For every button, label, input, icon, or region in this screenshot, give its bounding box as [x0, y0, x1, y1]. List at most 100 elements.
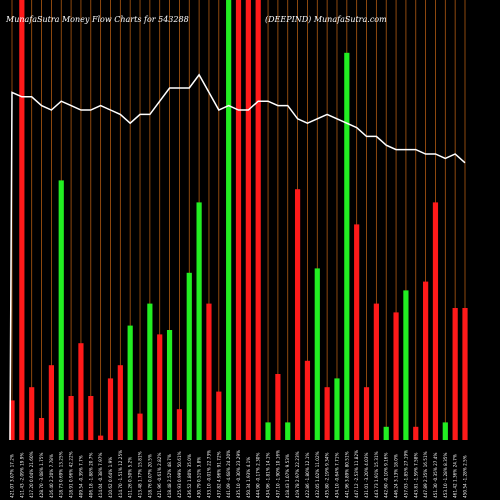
money-flow-bar	[98, 435, 104, 440]
x-tick-label: 434.96 -1.81% 14.1%	[266, 453, 271, 498]
money-flow-bar	[127, 325, 133, 440]
x-tick-label: 419.78 2.97% 22.23%	[295, 451, 300, 498]
x-tick-label: 442.60 -0.10% 9.16%	[384, 453, 389, 498]
money-flow-bar	[88, 396, 94, 440]
money-flow-bar	[19, 0, 25, 440]
money-flow-bar	[166, 330, 173, 440]
chart-title: MunafaSutra Money Flow Charts for 543288	[5, 15, 189, 24]
money-flow-bar	[403, 290, 409, 440]
x-tick-label: 417.20 0.04% 21.60%	[29, 451, 34, 498]
money-flow-bar	[78, 343, 84, 440]
x-tick-label: 441.96 3.89% 80.51%	[344, 451, 349, 498]
money-flow-bar	[413, 426, 419, 440]
money-flow-bar	[294, 189, 301, 440]
x-tick-label: 444.90 -0.17% 2.30%	[256, 453, 261, 498]
money-flow-bar	[137, 413, 143, 440]
x-tick-label: 428.70 -3.08% 1.75%	[39, 453, 44, 498]
money-flow-bar	[216, 391, 222, 440]
money-flow-bar	[196, 202, 202, 440]
x-tick-label: 418.43 1.07% 9.53%	[285, 454, 290, 498]
bars	[9, 0, 468, 441]
money-flow-bar	[334, 378, 340, 440]
x-tick-label: 411.43 -2.09% 19.9%	[19, 453, 24, 498]
x-tick-label: 447.89 2.35% 16.51%	[423, 451, 428, 498]
x-tick-label: 437.82 4.96% 91.72%	[216, 451, 221, 498]
x-tick-label: 441.09 -4.68% 24.20%	[226, 450, 231, 498]
x-tick-label: 421.96 -0.61% 2.82%	[157, 453, 162, 498]
x-tick-label: 435.10 -0.30% 23.29%	[236, 450, 241, 498]
x-tick-label: 450.54 -1.28% 2.5%	[463, 455, 468, 498]
money-flow-bar	[117, 365, 123, 440]
x-tick-labels: 421.07 3.07% 17.2% 411.43 -2.09% 19.9% 417…	[10, 450, 468, 498]
x-tick-label: 422.86 -1.80% 12.1%	[305, 453, 310, 498]
money-flow-bar	[245, 0, 251, 440]
x-tick-label: 418.91 0.96% 42.22%	[69, 451, 74, 498]
money-flow-bar	[383, 426, 389, 440]
money-flow-bar	[442, 422, 448, 440]
money-flow-bar	[285, 422, 291, 440]
money-flow-bar	[186, 272, 192, 440]
x-tick-label: 411.26 0.50% 5.2%	[128, 457, 133, 498]
x-tick-label: 410.62 0.64% 1.9%	[108, 457, 113, 498]
money-flow-bar	[423, 281, 429, 440]
money-flow-bar	[107, 378, 114, 440]
x-tick-label: 418.48 2.52% 48.7%	[167, 454, 172, 498]
money-flow-bar	[324, 387, 330, 440]
money-flow-bar	[58, 180, 64, 440]
money-flow-bar	[226, 0, 232, 440]
money-flow-bar	[29, 387, 35, 440]
x-tick-label: 435.80 -2.19% 9.34%	[325, 453, 330, 498]
money-flow-bar	[38, 418, 45, 440]
money-flow-bar	[344, 52, 350, 441]
money-flow-bar	[275, 374, 281, 440]
money-flow-bar	[255, 0, 261, 440]
x-tick-label: 450.34 1.93% 4.1%	[246, 457, 251, 498]
money-flow-bar	[432, 202, 439, 440]
x-tick-label: 446.24 3.13% 18.0%	[394, 454, 399, 498]
money-flow-bar	[157, 334, 163, 440]
money-flow-bar	[9, 400, 15, 440]
x-tick-label: 431.01 -3.20% 4.03%	[364, 453, 369, 498]
money-flow-bar	[304, 360, 311, 440]
x-tick-label: 443.81 -1.59% 7.58%	[413, 453, 418, 498]
money-flow-bar	[68, 396, 74, 440]
x-tick-label: 409.54 -0.39% 7.7%	[78, 455, 83, 498]
money-flow-bar	[147, 303, 153, 440]
money-flow-bar	[314, 268, 320, 440]
x-tick-label: 418.73 0.69% 13.25%	[59, 451, 64, 498]
money-flow-bar	[462, 308, 468, 440]
money-flow-bar	[206, 303, 212, 440]
money-flow-bar	[363, 387, 370, 440]
x-tick-label: 461.42 1.36% 24.7%	[453, 454, 458, 498]
money-flow-bar	[48, 365, 54, 440]
x-tick-label: 414.04 -0.38% 7.97%	[98, 453, 103, 498]
x-tick-label: 447.12 -2.53% 11.82%	[354, 450, 359, 498]
x-tick-label: 457.03 -1.85% 27.19%	[403, 450, 408, 498]
x-tick-label: 432.05 1.02% 11.02%	[315, 451, 320, 498]
x-tick-label: 443.73 1.91% 15.31%	[374, 451, 379, 498]
x-tick-label: 414.70 -1.51% 12.25%	[118, 450, 123, 498]
money-flow-bar	[176, 409, 183, 440]
x-tick-label: 416.40 2.20% 7.78%	[49, 454, 54, 498]
x-tick-label: 430.79 0.51% 3.8%	[197, 457, 202, 498]
x-tick-label: 406.18 -1.88% 20.7%	[88, 453, 93, 498]
money-flow-bar	[265, 422, 271, 440]
chart-subtitle: (DEEPIND) MunafaSutra.com	[265, 15, 387, 24]
money-flow-bar	[235, 0, 242, 440]
x-tick-label: 433.10 -0.01% 22.73%	[206, 450, 211, 498]
x-tick-label: 413.48 1.77% 15.81%	[138, 451, 143, 498]
x-tick-label: 453.10 -1.28% 8.35%	[443, 453, 448, 498]
x-tick-label: 418.76 0.07% 20.5%	[147, 454, 152, 498]
x-tick-label: 436.52 1.80% 35.0%	[187, 454, 192, 498]
x-tick-label: 421.07 3.07% 17.2%	[10, 454, 15, 498]
money-flow-bar	[393, 312, 399, 440]
x-tick-label: 451.30 -0.35% 27.4%	[433, 453, 438, 498]
x-tick-label: 434.10 -0.64% 7.71%	[334, 453, 339, 498]
x-tick-label: 437.10 -1.90% 10.16%	[275, 450, 280, 498]
money-flow-bar	[373, 303, 379, 440]
money-flow-bar	[452, 308, 458, 440]
money-flow-line	[9, 73, 466, 441]
x-tick-label: 425.93 0.99% 50.61%	[177, 451, 182, 498]
money-flow-bar	[354, 224, 360, 440]
